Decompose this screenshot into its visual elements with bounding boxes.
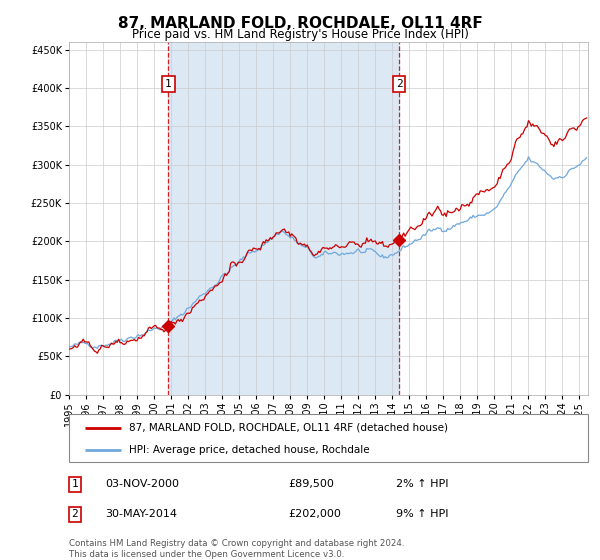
Text: 1: 1 xyxy=(165,79,172,89)
Text: 03-NOV-2000: 03-NOV-2000 xyxy=(105,479,179,489)
Text: 2: 2 xyxy=(396,79,403,89)
Text: HPI: Average price, detached house, Rochdale: HPI: Average price, detached house, Roch… xyxy=(128,445,370,455)
Bar xyxy=(169,42,399,395)
Text: 2% ↑ HPI: 2% ↑ HPI xyxy=(396,479,449,489)
Text: £89,500: £89,500 xyxy=(288,479,334,489)
Text: Price paid vs. HM Land Registry's House Price Index (HPI): Price paid vs. HM Land Registry's House … xyxy=(131,28,469,41)
Text: 2: 2 xyxy=(71,509,79,519)
Text: Contains HM Land Registry data © Crown copyright and database right 2024.: Contains HM Land Registry data © Crown c… xyxy=(69,539,404,548)
Text: This data is licensed under the Open Government Licence v3.0.: This data is licensed under the Open Gov… xyxy=(69,550,344,559)
Text: 87, MARLAND FOLD, ROCHDALE, OL11 4RF: 87, MARLAND FOLD, ROCHDALE, OL11 4RF xyxy=(118,16,482,31)
Text: £202,000: £202,000 xyxy=(288,509,341,519)
Text: 1: 1 xyxy=(71,479,79,489)
Text: 30-MAY-2014: 30-MAY-2014 xyxy=(105,509,177,519)
Text: 87, MARLAND FOLD, ROCHDALE, OL11 4RF (detached house): 87, MARLAND FOLD, ROCHDALE, OL11 4RF (de… xyxy=(128,423,448,433)
Text: 9% ↑ HPI: 9% ↑ HPI xyxy=(396,509,449,519)
FancyBboxPatch shape xyxy=(69,414,588,462)
